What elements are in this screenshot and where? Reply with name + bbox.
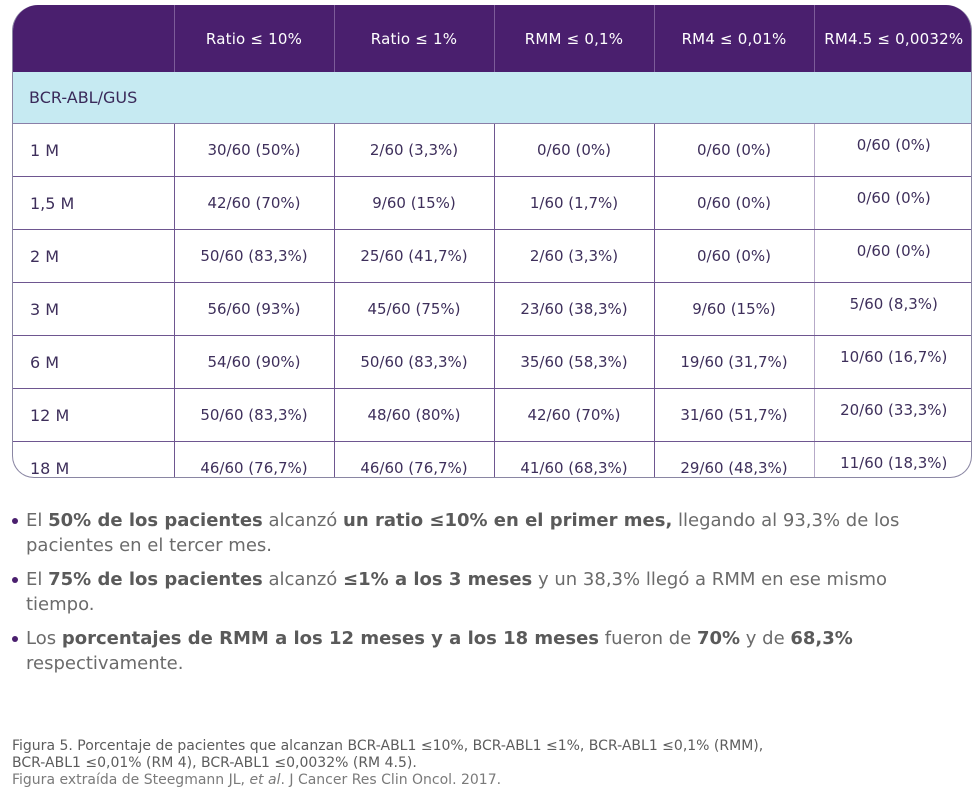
text-run: y un 38,3% llegó a RMM en ese mismo tiem… <box>26 569 888 615</box>
text-run: y de <box>740 628 791 649</box>
text-run: llegando al 93,3% de los pacientes en el… <box>26 510 900 556</box>
bold-run: un ratio ≤10% en el primer mes, <box>343 510 673 531</box>
table-cell: 46/60 (76,7%) <box>173 441 334 477</box>
source-text: . J Cancer Res Clin Oncol. 2017. <box>280 772 502 788</box>
table-cell: 5/60 (8,3%) <box>813 282 971 336</box>
table-cell: 35/60 (58,3%) <box>493 335 654 389</box>
table-cell: 0/60 (0%) <box>653 176 814 230</box>
table-cell: 9/60 (15%) <box>333 176 494 230</box>
bold-run: 68,3% <box>790 628 853 649</box>
bold-run: 50% de los pacientes <box>48 510 263 531</box>
finding-item: El 50% de los pacientes alcanzó un ratio… <box>12 508 952 558</box>
table-cell: 9/60 (15%) <box>653 282 814 336</box>
table-cell: 30/60 (50%) <box>173 123 334 177</box>
table-cell: 41/60 (68,3%) <box>493 441 654 477</box>
table-row: 18 M 46/60 (76,7%) 46/60 (76,7%) 41/60 (… <box>13 441 971 478</box>
text-run: fueron de <box>599 628 697 649</box>
bullet-dot-icon <box>12 577 18 583</box>
table-cell: 46/60 (76,7%) <box>333 441 494 477</box>
header-rm45: RM4.5 ≤ 0,0032% <box>813 5 971 72</box>
table-cell: 54/60 (90%) <box>173 335 334 389</box>
table-cell: 50/60 (83,3%) <box>333 335 494 389</box>
source-text: Figura extraída de Steegmann JL, <box>12 772 250 788</box>
table-cell: 42/60 (70%) <box>173 176 334 230</box>
bold-run: ≤1% a los 3 meses <box>343 569 533 590</box>
table-cell: 0/60 (0%) <box>813 229 971 283</box>
table-row: 1 M 30/60 (50%) 2/60 (3,3%) 0/60 (0%) 0/… <box>13 123 971 177</box>
header-rmm: RMM ≤ 0,1% <box>493 5 654 72</box>
table-cell: 56/60 (93%) <box>173 282 334 336</box>
table-cell: 42/60 (70%) <box>493 388 654 442</box>
table-cell: 0/60 (0%) <box>813 123 971 177</box>
bold-run: 75% de los pacientes <box>48 569 263 590</box>
table-cell: 23/60 (38,3%) <box>493 282 654 336</box>
caption-line-1: Figura 5. Porcentaje de pacientes que al… <box>12 738 764 754</box>
header-ratio-10: Ratio ≤ 10% <box>173 5 334 72</box>
table-row: 2 M 50/60 (83,3%) 25/60 (41,7%) 2/60 (3,… <box>13 229 971 283</box>
bold-run: porcentajes de RMM a los 12 meses y a lo… <box>61 628 600 649</box>
figure-caption: Figura 5. Porcentaje de pacientes que al… <box>12 738 962 789</box>
row-label: 1,5 M <box>13 176 174 230</box>
source-italic: et al <box>249 772 281 788</box>
row-label: 18 M <box>30 458 70 478</box>
table-header-row: Ratio ≤ 10% Ratio ≤ 1% RMM ≤ 0,1% RM4 ≤ … <box>13 5 971 72</box>
table-cell: 10/60 (16,7%) <box>813 335 971 389</box>
bullet-dot-icon <box>12 518 18 524</box>
results-table: Ratio ≤ 10% Ratio ≤ 1% RMM ≤ 0,1% RM4 ≤ … <box>13 5 971 478</box>
results-table-container: Ratio ≤ 10% Ratio ≤ 1% RMM ≤ 0,1% RM4 ≤ … <box>12 5 972 478</box>
caption-source: Figura extraída de Steegmann JL, et al. … <box>12 772 962 789</box>
text-run: Los <box>26 628 62 649</box>
text-run: respectivamente. <box>26 653 184 674</box>
table-cell: 48/60 (80%) <box>333 388 494 442</box>
table-cell: 29/60 (48,3%) <box>653 441 814 477</box>
table-cell: 19/60 (31,7%) <box>653 335 814 389</box>
bold-run: 70% <box>696 628 741 649</box>
table-cell: 11/60 (18,3%) <box>813 441 971 477</box>
finding-item: El 75% de los pacientes alcanzó ≤1% a lo… <box>12 567 952 617</box>
text-run: alcanzó <box>262 510 344 531</box>
finding-item: Los porcentajes de RMM a los 12 meses y … <box>12 626 952 676</box>
group-label: BCR-ABL/GUS <box>13 72 971 124</box>
group-row: BCR-ABL/GUS <box>13 72 971 124</box>
bullet-dot-icon <box>12 636 18 642</box>
table-cell: 50/60 (83,3%) <box>173 388 334 442</box>
table-cell: 0/60 (0%) <box>653 229 814 283</box>
row-label: 1 M <box>13 123 174 177</box>
caption-line-2: BCR-ABL1 ≤0,01% (RM 4), BCR-ABL1 ≤0,0032… <box>12 755 417 771</box>
row-label: 2 M <box>13 229 174 283</box>
table-cell: 45/60 (75%) <box>333 282 494 336</box>
header-empty <box>13 5 174 72</box>
text-run: El <box>26 510 49 531</box>
table-cell: 2/60 (3,3%) <box>493 229 654 283</box>
table-cell: 0/60 (0%) <box>813 176 971 230</box>
row-label: 3 M <box>13 282 174 336</box>
table-cell: 50/60 (83,3%) <box>173 229 334 283</box>
table-cell: 2/60 (3,3%) <box>333 123 494 177</box>
table-cell: 20/60 (33,3%) <box>813 388 971 442</box>
table-cell: 25/60 (41,7%) <box>333 229 494 283</box>
findings-list: El 50% de los pacientes alcanzó un ratio… <box>12 508 952 685</box>
row-label: 12 M <box>13 388 174 442</box>
table-row: 12 M 50/60 (83,3%) 48/60 (80%) 42/60 (70… <box>13 388 971 442</box>
table-cell: 31/60 (51,7%) <box>653 388 814 442</box>
text-run: El <box>26 569 49 590</box>
table-row: 3 M 56/60 (93%) 45/60 (75%) 23/60 (38,3%… <box>13 282 971 336</box>
header-ratio-1: Ratio ≤ 1% <box>333 5 494 72</box>
row-label: 6 M <box>13 335 174 389</box>
table-cell: 0/60 (0%) <box>493 123 654 177</box>
table-cell: 1/60 (1,7%) <box>493 176 654 230</box>
header-rm4: RM4 ≤ 0,01% <box>653 5 814 72</box>
text-run: alcanzó <box>262 569 344 590</box>
table-cell: 0/60 (0%) <box>653 123 814 177</box>
table-row: 6 M 54/60 (90%) 50/60 (83,3%) 35/60 (58,… <box>13 335 971 389</box>
table-row: 1,5 M 42/60 (70%) 9/60 (15%) 1/60 (1,7%)… <box>13 176 971 230</box>
